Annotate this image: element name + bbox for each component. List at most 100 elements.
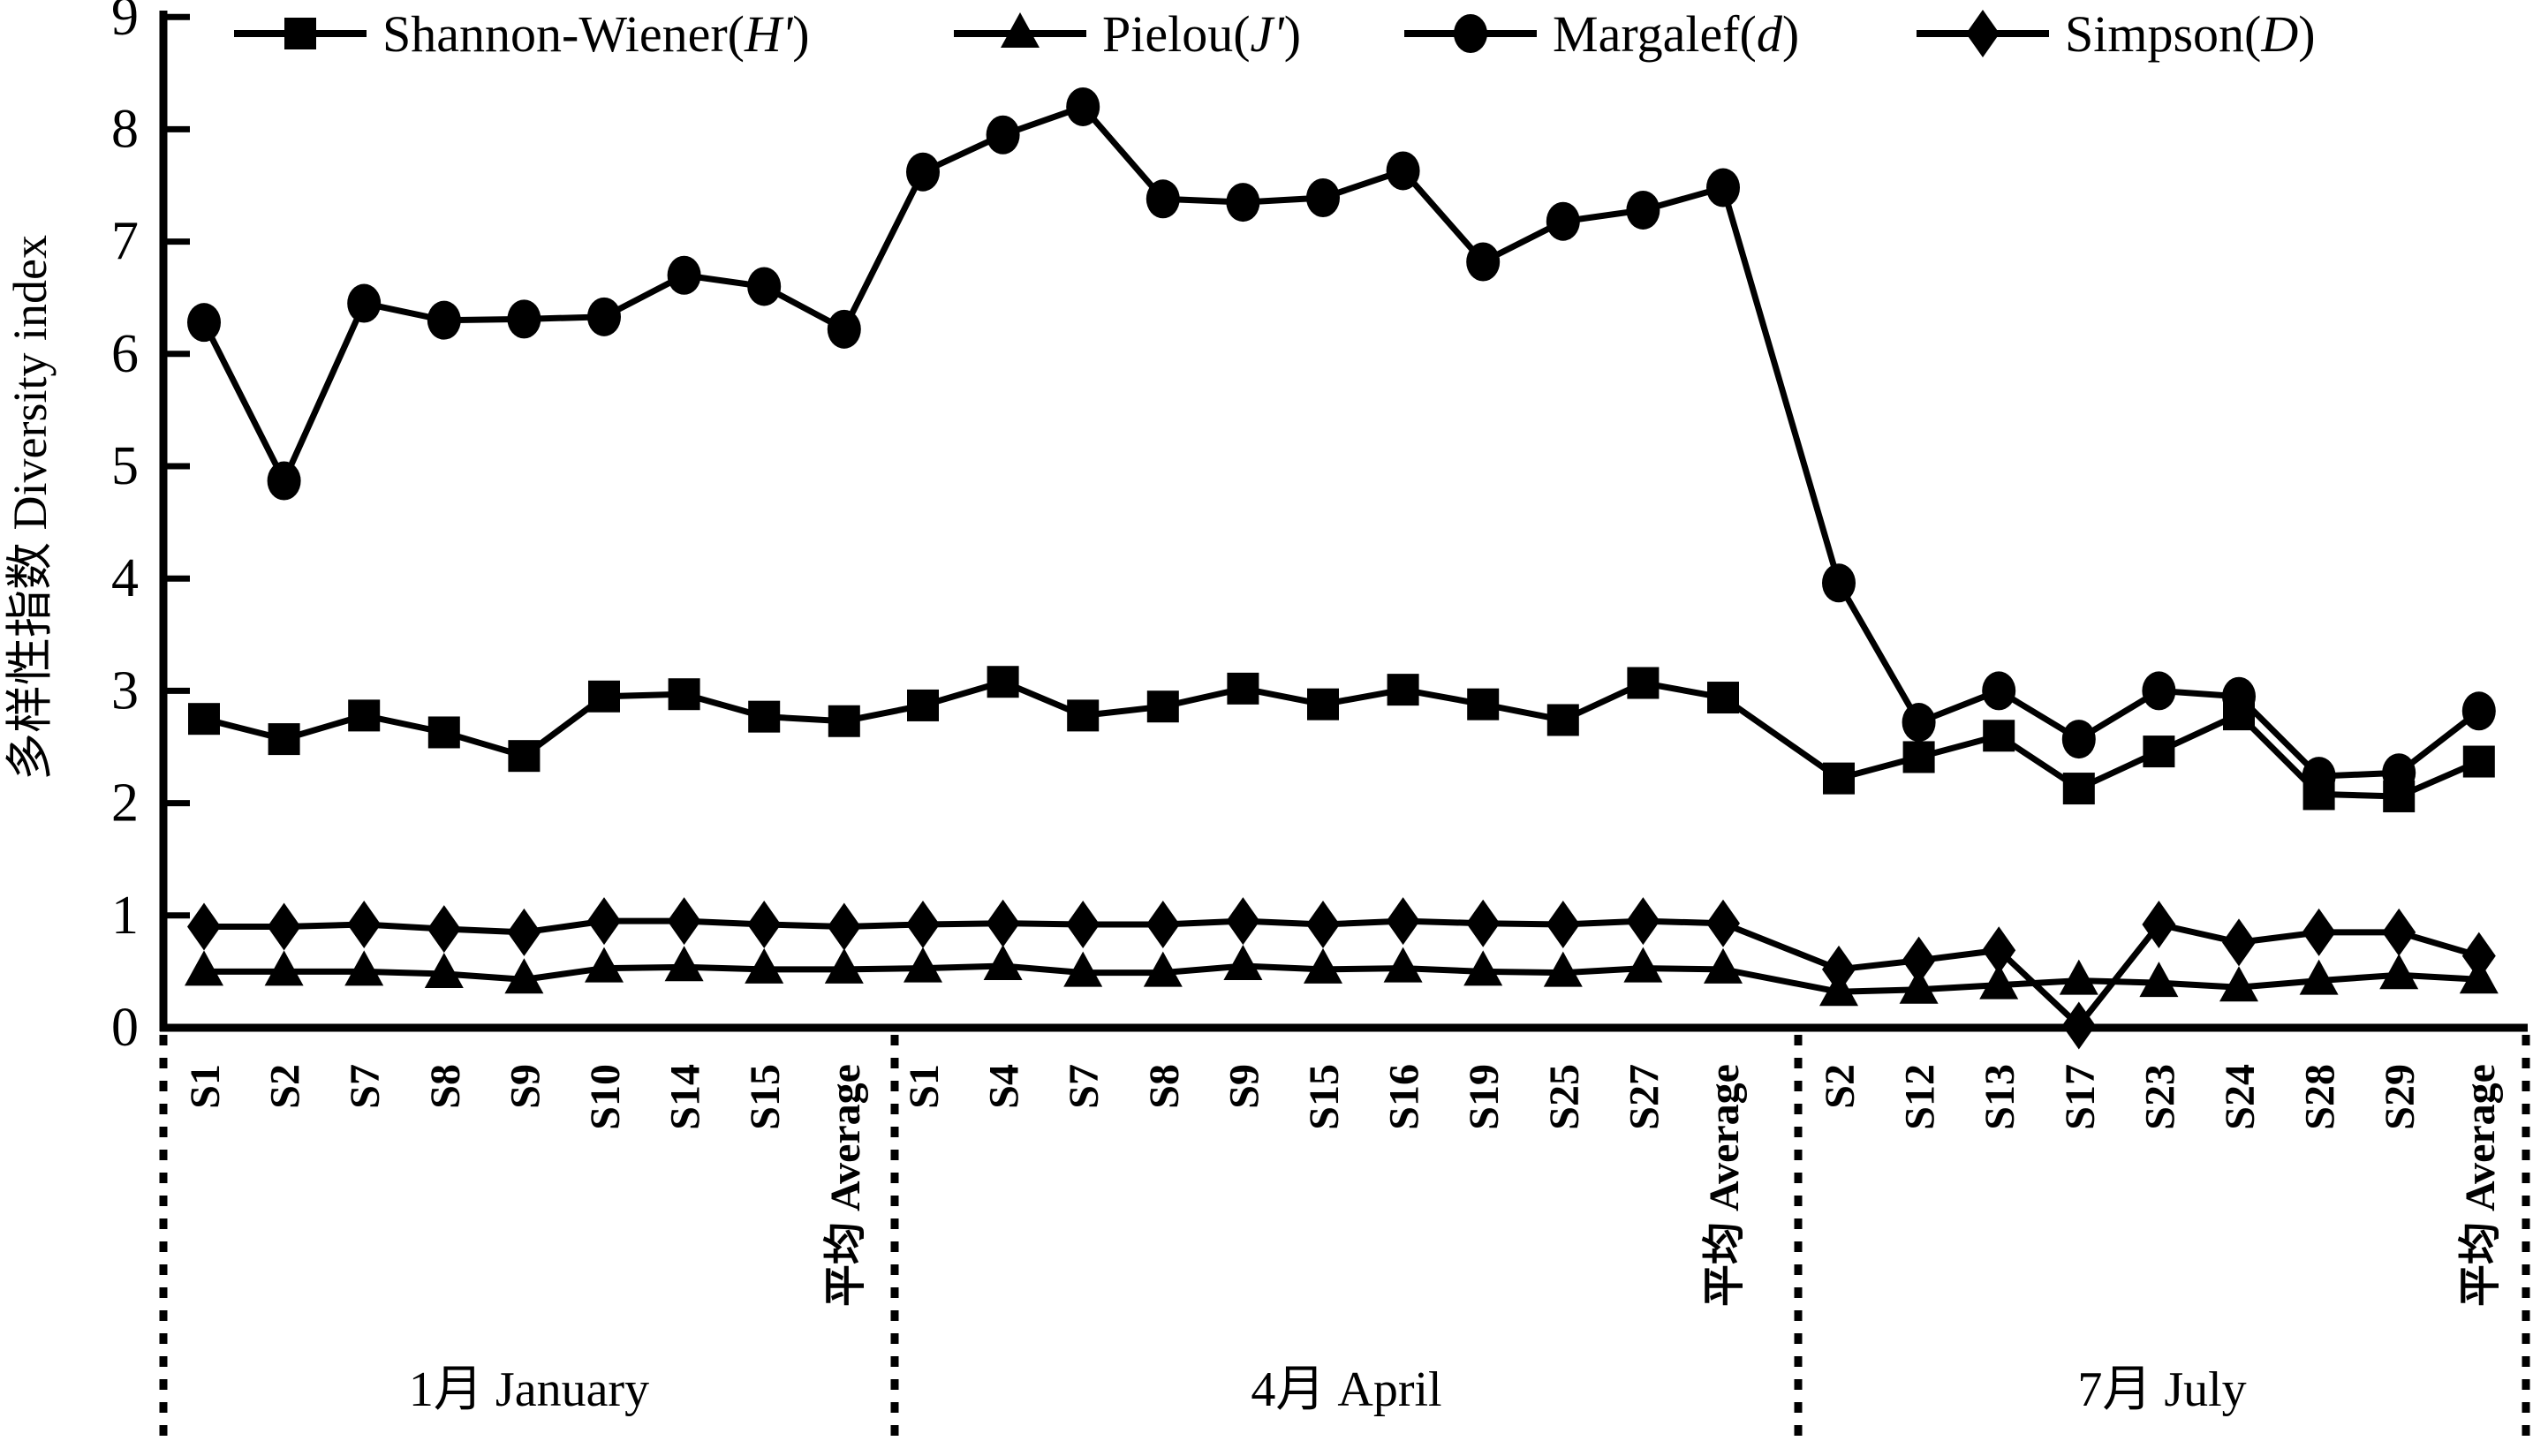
series-simpson-d-marker — [1706, 899, 1740, 947]
station-label: S14 — [662, 1064, 709, 1130]
station-label: S25 — [1541, 1064, 1588, 1130]
y-tick-label: 5 — [111, 436, 139, 496]
series-shannon-wiener-h-marker — [748, 700, 781, 733]
series-simpson-d-marker — [587, 897, 621, 946]
station-label: S19 — [1461, 1064, 1508, 1130]
series-pielou-j-marker — [264, 950, 304, 986]
series-pielou-j-marker — [185, 950, 223, 986]
series-simpson-d-marker — [1822, 945, 1856, 993]
series-shannon-wiener-h-marker — [1546, 704, 1579, 736]
legend-diamond-marker — [1966, 10, 2000, 57]
station-label: S12 — [1897, 1064, 1944, 1130]
series-shannon-wiener-h-marker — [1146, 690, 1179, 723]
series-simpson-d-marker — [1626, 897, 1660, 946]
series-simpson-d-marker — [1902, 936, 1936, 984]
month-label: 1月 January — [409, 1362, 649, 1417]
series-pielou-j-marker — [904, 947, 942, 983]
series-pielou-j-marker — [2379, 954, 2419, 990]
series-shannon-wiener-h-marker — [1902, 741, 1935, 773]
series-margalef-d-marker — [347, 283, 382, 323]
legend-item: Margalef(d) — [1404, 5, 1799, 63]
station-label: S24 — [2217, 1064, 2264, 1130]
legend-triangle-marker — [1001, 12, 1040, 48]
series-pielou-j-marker — [1143, 951, 1183, 987]
series-margalef-d-line — [200, 102, 2481, 780]
series-layer — [185, 87, 2499, 1050]
station-label: S10 — [582, 1064, 629, 1130]
series-simpson-d-marker — [2061, 1001, 2096, 1050]
month-label: 7月 July — [2077, 1362, 2246, 1417]
series-simpson-d-marker — [1146, 900, 1180, 948]
series-shannon-wiener-h-marker — [508, 740, 541, 773]
legend-label: Margalef(d) — [1553, 5, 1799, 63]
series-shannon-wiener-h-marker — [1307, 688, 1339, 720]
series-margalef-d-marker — [2461, 691, 2496, 731]
y-tick-label: 9 — [111, 0, 139, 47]
series-margalef-d-marker — [1386, 151, 1420, 191]
series-margalef-d-marker — [747, 267, 782, 306]
series-simpson-d-marker — [2461, 932, 2496, 980]
series-simpson-d-line — [204, 917, 2480, 1030]
series-pielou-j-marker — [745, 947, 784, 984]
series-pielou-j-marker — [504, 958, 544, 994]
series-margalef-d-marker — [427, 300, 461, 340]
series-pielou-j-marker — [1304, 947, 1342, 984]
y-tick-label: 3 — [111, 660, 139, 720]
legend-label: Shannon-Wiener(H') — [382, 5, 810, 63]
series-margalef-d-marker — [1982, 671, 2016, 711]
series-shannon-wiener-h-marker — [1823, 762, 1855, 795]
series-shannon-wiener-h-marker — [1227, 672, 1259, 705]
y-tick-label: 4 — [111, 548, 139, 608]
series-simpson-d-marker — [827, 902, 861, 951]
series-shannon-wiener-h-marker — [268, 723, 300, 756]
series-simpson-d-marker — [1466, 899, 1501, 947]
series-simpson-d-marker — [1982, 926, 2016, 975]
series-shannon-wiener-h-marker — [828, 705, 860, 737]
series-simpson-d-marker — [1066, 900, 1100, 948]
station-label: S27 — [1621, 1064, 1667, 1130]
series-simpson-d-marker — [347, 900, 382, 948]
series-margalef-d-marker — [2061, 720, 2096, 759]
legend-label: Simpson(D) — [2065, 5, 2316, 63]
station-label: S7 — [342, 1064, 389, 1109]
series-pielou-j-marker — [1623, 947, 1663, 983]
series-pielou-j-marker — [1223, 945, 1263, 981]
series-shannon-wiener-h-marker — [2062, 773, 2095, 805]
series-margalef-d-marker — [1306, 177, 1340, 217]
month-label: 4月 April — [1251, 1362, 1441, 1417]
series-shannon-wiener-h-marker — [188, 703, 220, 736]
series-pielou-j-marker — [2219, 966, 2258, 1002]
series-margalef-d-marker — [1902, 703, 1936, 743]
series-shannon-wiener-h-marker — [987, 666, 1019, 698]
series-pielou-j-marker — [344, 950, 384, 986]
station-label: S8 — [1141, 1064, 1188, 1109]
series-shannon-wiener-h-marker — [1707, 682, 1739, 714]
series-margalef-d-marker — [1066, 87, 1100, 126]
series-margalef-d-marker — [827, 309, 861, 349]
series-margalef-d-marker — [1822, 563, 1856, 603]
series-pielou-j-marker — [2139, 962, 2179, 998]
series-margalef-d-marker — [587, 297, 621, 336]
series-margalef-d-marker — [1626, 190, 1660, 230]
station-label: S8 — [422, 1064, 469, 1109]
series-margalef-d-marker — [267, 461, 301, 501]
series-simpson-d-marker — [2382, 908, 2416, 956]
series-shannon-wiener-h-marker — [2143, 736, 2175, 768]
station-label: S28 — [2297, 1064, 2344, 1130]
series-simpson-d-marker — [507, 908, 541, 956]
station-label: 平均 Average — [1701, 1064, 1748, 1307]
series-simpson-d-marker — [986, 899, 1020, 947]
legend-item: Shannon-Wiener(H') — [234, 5, 810, 63]
series-pielou-j-marker — [2299, 959, 2339, 995]
series-pielou-j-marker — [585, 947, 624, 983]
station-label: S9 — [1221, 1064, 1267, 1109]
series-shannon-wiener-h-marker — [1387, 674, 1419, 706]
series-margalef-d-marker — [187, 303, 221, 343]
series-simpson-d-marker — [187, 902, 221, 951]
series-shannon-wiener-h-marker — [588, 680, 620, 713]
series-simpson-d-marker — [1226, 897, 1260, 946]
station-label: S2 — [1817, 1064, 1864, 1109]
station-label: S13 — [1977, 1064, 2023, 1130]
